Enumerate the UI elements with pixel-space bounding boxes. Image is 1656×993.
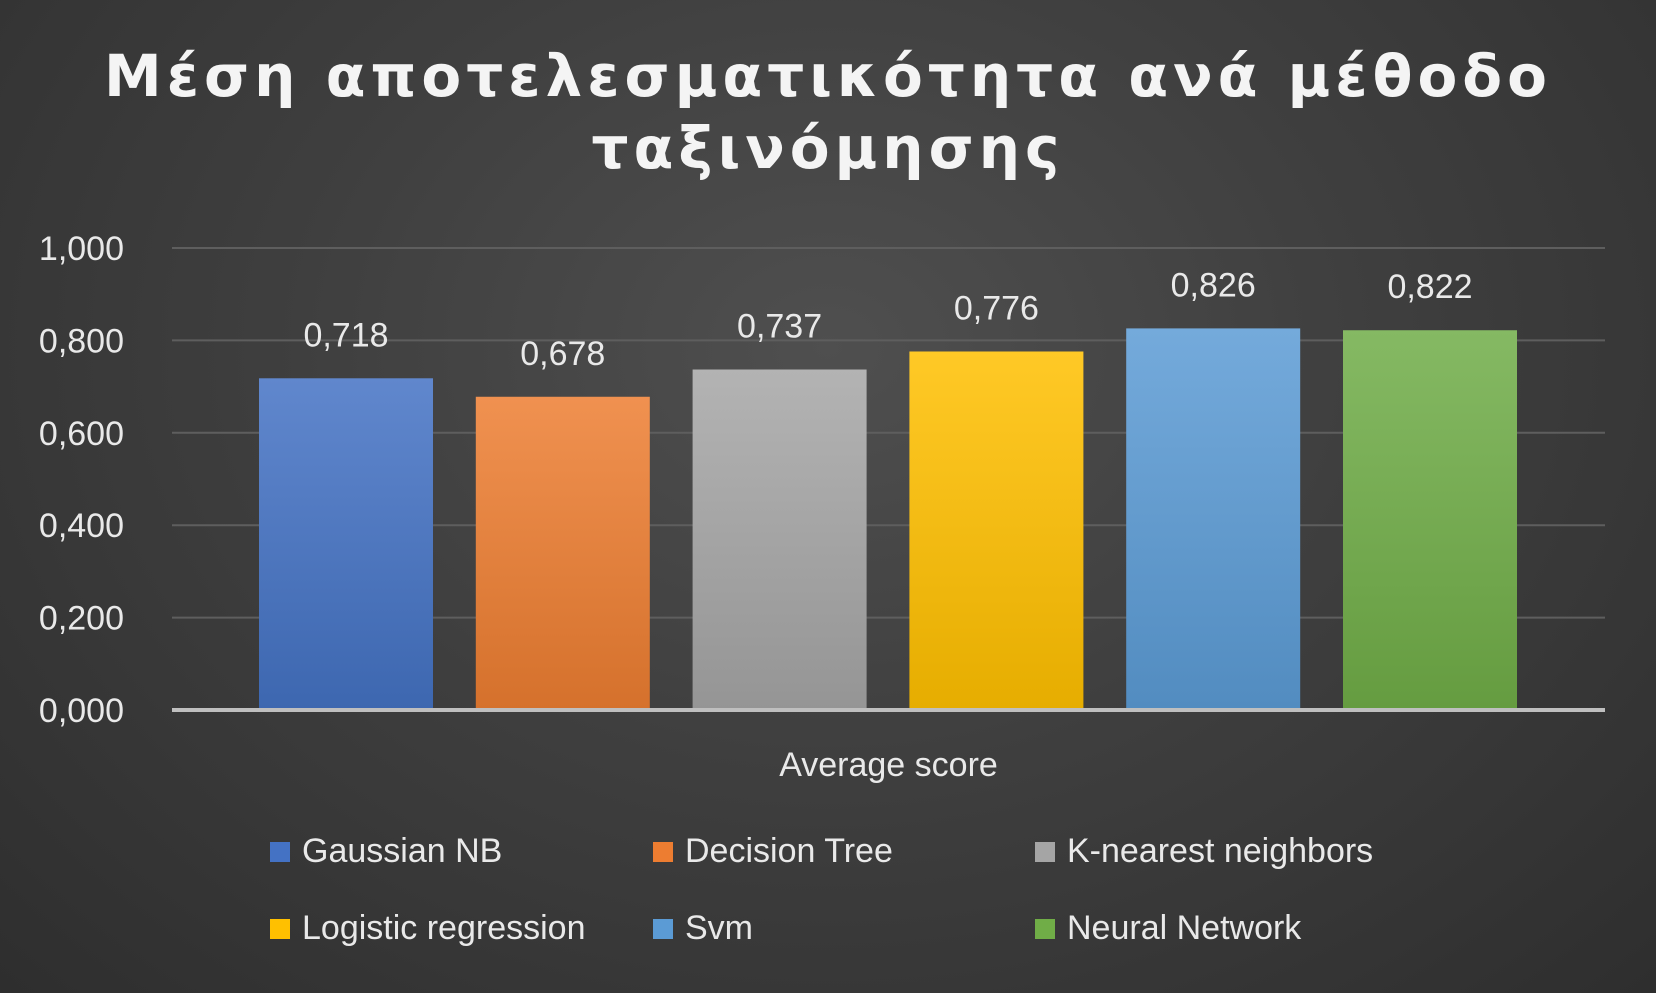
y-tick-label: 1,000 <box>39 230 124 268</box>
y-tick-label: 0,000 <box>39 692 124 730</box>
data-label: 0,737 <box>737 308 822 346</box>
chart-title: Μέση αποτελεσματικότητα ανά μέθοδο ταξιν… <box>0 40 1656 184</box>
bar-gaussian-nb[interactable] <box>259 378 433 710</box>
chart-title-line-2: ταξινόμησης <box>591 114 1065 182</box>
y-tick-label: 0,200 <box>39 600 124 638</box>
y-tick-label: 0,400 <box>39 507 124 545</box>
bar-k-nearest-neighbors[interactable] <box>692 369 867 710</box>
y-tick-label: 0,600 <box>39 415 124 453</box>
data-label: 0,822 <box>1387 268 1472 306</box>
bar-svm[interactable] <box>1126 328 1301 710</box>
chart-title-line-1: Μέση αποτελεσματικότητα ανά μέθοδο <box>104 42 1552 110</box>
data-label: 0,776 <box>954 289 1039 327</box>
data-label: 0,678 <box>520 335 605 373</box>
y-tick-label: 0,800 <box>39 322 124 360</box>
data-label: 0,718 <box>303 316 388 354</box>
bar-logistic-regression[interactable] <box>909 351 1084 710</box>
bar-neural-network[interactable] <box>1343 330 1517 710</box>
data-label: 0,826 <box>1171 266 1256 304</box>
x-axis-label: Average score <box>779 746 998 784</box>
bar-decision-tree[interactable] <box>475 396 650 710</box>
